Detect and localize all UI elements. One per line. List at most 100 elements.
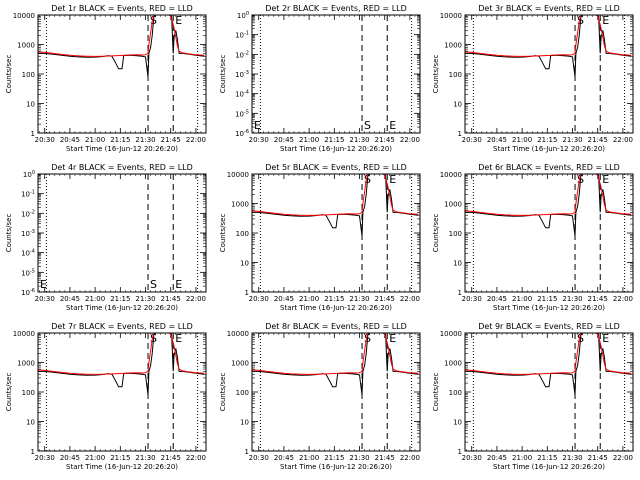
x-tick-label: 21:45 bbox=[161, 454, 181, 462]
y-tick-label: 1000 bbox=[444, 42, 462, 50]
x-tick-label: 21:00 bbox=[85, 295, 105, 303]
x-tick-label: 21:15 bbox=[537, 136, 557, 144]
y-tick-label: 100 bbox=[237, 11, 249, 20]
end-marker: E bbox=[389, 173, 396, 186]
y-tick-label: 10-3 bbox=[235, 70, 249, 79]
y-tick-label: 1000 bbox=[17, 360, 35, 368]
start-marker: S bbox=[150, 278, 157, 291]
chart-panel-7: Det 7r BLACK = Events, RED = LLD 1 10 100 10… bbox=[5, 322, 207, 471]
y-tick-label: 10-2 bbox=[235, 50, 249, 59]
end-marker: E bbox=[175, 332, 182, 345]
y-tick-label: 10-3 bbox=[21, 229, 35, 238]
y-tick-label: 1 bbox=[458, 448, 462, 456]
x-tick-label: 21:30 bbox=[349, 136, 369, 144]
y-tick-label: 100 bbox=[22, 71, 35, 79]
x-tick-label: 21:00 bbox=[85, 454, 105, 462]
x-tick-label: 21:00 bbox=[85, 136, 105, 144]
end-marker-left: E bbox=[254, 119, 261, 132]
chart-title: Det 8r BLACK = Events, RED = LLD bbox=[265, 322, 407, 331]
y-tick-label: 100 bbox=[449, 71, 462, 79]
chart-title: Det 3r BLACK = Events, RED = LLD bbox=[478, 4, 620, 13]
x-tick-label: 20:30 bbox=[462, 295, 482, 303]
y-tick-label: 1000 bbox=[231, 360, 249, 368]
x-tick-label: 21:30 bbox=[562, 136, 582, 144]
events-series-line bbox=[38, 15, 205, 77]
y-tick-label: 1000 bbox=[17, 42, 35, 50]
x-axis-label: Start Time (16-Jun-12 20:26:20) bbox=[66, 304, 178, 312]
events-series-line bbox=[252, 333, 419, 395]
y-axis-label: Counts/sec bbox=[432, 55, 440, 94]
x-tick-label: 21:15 bbox=[110, 136, 130, 144]
x-axis-label: Start Time (16-Jun-12 20:26:20) bbox=[280, 145, 392, 153]
x-tick-label: 21:15 bbox=[110, 454, 130, 462]
x-tick-label: 20:45 bbox=[60, 454, 80, 462]
x-tick-label: 21:45 bbox=[588, 295, 608, 303]
x-axis-label: Start Time (16-Jun-12 20:26:20) bbox=[493, 145, 605, 153]
end-marker: E bbox=[389, 332, 396, 345]
x-tick-label: 20:45 bbox=[487, 295, 507, 303]
end-marker-left: E bbox=[40, 278, 47, 291]
x-tick-label: 21:45 bbox=[161, 295, 181, 303]
chart-panel-5: Det 5r BLACK = Events, RED = LLD 1 10 100 10… bbox=[219, 163, 421, 312]
x-tick-label: 21:45 bbox=[375, 136, 395, 144]
lld-series-line bbox=[465, 15, 632, 57]
y-tick-label: 10 bbox=[453, 419, 462, 427]
y-tick-label: 100 bbox=[236, 230, 249, 238]
y-tick-label: 10-6 bbox=[235, 129, 249, 138]
y-tick-label: 10 bbox=[240, 260, 249, 268]
events-series-line bbox=[465, 15, 632, 77]
x-tick-label: 21:45 bbox=[588, 454, 608, 462]
x-tick-label: 20:30 bbox=[35, 295, 55, 303]
x-tick-label: 21:30 bbox=[135, 136, 155, 144]
x-tick-label: 21:00 bbox=[512, 454, 532, 462]
start-marker: S bbox=[364, 119, 371, 132]
plot-frame bbox=[251, 173, 421, 293]
events-series-line bbox=[465, 333, 632, 395]
x-tick-label: 20:45 bbox=[274, 295, 294, 303]
plot-frame bbox=[251, 332, 421, 452]
y-tick-label: 10000 bbox=[227, 171, 249, 179]
events-series-line bbox=[252, 174, 419, 236]
lld-series-line bbox=[38, 15, 205, 57]
x-tick-label: 21:45 bbox=[161, 136, 181, 144]
chart-title: Det 7r BLACK = Events, RED = LLD bbox=[51, 322, 193, 331]
chart-panel-9: Det 9r BLACK = Events, RED = LLD 1 10 100 10… bbox=[432, 322, 634, 471]
y-tick-label: 10-5 bbox=[21, 268, 35, 277]
y-tick-label: 1 bbox=[458, 289, 462, 297]
y-tick-label: 10000 bbox=[13, 12, 35, 20]
y-tick-label: 1000 bbox=[231, 201, 249, 209]
y-tick-label: 10 bbox=[453, 101, 462, 109]
events-series-line bbox=[38, 333, 205, 395]
y-tick-label: 1000 bbox=[444, 201, 462, 209]
x-tick-label: 20:30 bbox=[462, 136, 482, 144]
y-tick-label: 100 bbox=[22, 389, 35, 397]
y-tick-label: 10-5 bbox=[235, 109, 249, 118]
x-tick-label: 21:15 bbox=[324, 454, 344, 462]
chart-title: Det 4r BLACK = Events, RED = LLD bbox=[51, 163, 193, 172]
lld-series-line bbox=[38, 333, 205, 375]
lld-series-line bbox=[465, 333, 632, 375]
events-series-line bbox=[465, 174, 632, 236]
x-tick-label: 21:00 bbox=[299, 136, 319, 144]
chart-panel-8: Det 8r BLACK = Events, RED = LLD 1 10 100 10… bbox=[219, 322, 421, 471]
x-tick-label: 21:30 bbox=[349, 295, 369, 303]
lld-series-line bbox=[252, 174, 419, 216]
y-tick-label: 1 bbox=[31, 130, 35, 138]
chart-title: Det 6r BLACK = Events, RED = LLD bbox=[478, 163, 620, 172]
y-tick-label: 10000 bbox=[440, 171, 462, 179]
x-tick-label: 21:00 bbox=[512, 295, 532, 303]
x-tick-label: 21:00 bbox=[512, 136, 532, 144]
lld-series-line bbox=[465, 174, 632, 216]
y-tick-label: 10000 bbox=[13, 330, 35, 338]
plot-frame bbox=[37, 14, 207, 134]
y-tick-label: 10000 bbox=[227, 330, 249, 338]
chart-title: Det 5r BLACK = Events, RED = LLD bbox=[265, 163, 407, 172]
y-axis-label: Counts/sec bbox=[219, 55, 227, 94]
y-tick-label: 1 bbox=[458, 130, 462, 138]
chart-panel-1: Det 1r BLACK = Events, RED = LLD 1 10 100 10… bbox=[5, 4, 207, 153]
x-tick-label: 21:15 bbox=[110, 295, 130, 303]
plot-frame bbox=[464, 332, 634, 452]
x-axis-label: Start Time (16-Jun-12 20:26:20) bbox=[280, 463, 392, 471]
x-axis-label: Start Time (16-Jun-12 20:26:20) bbox=[280, 304, 392, 312]
